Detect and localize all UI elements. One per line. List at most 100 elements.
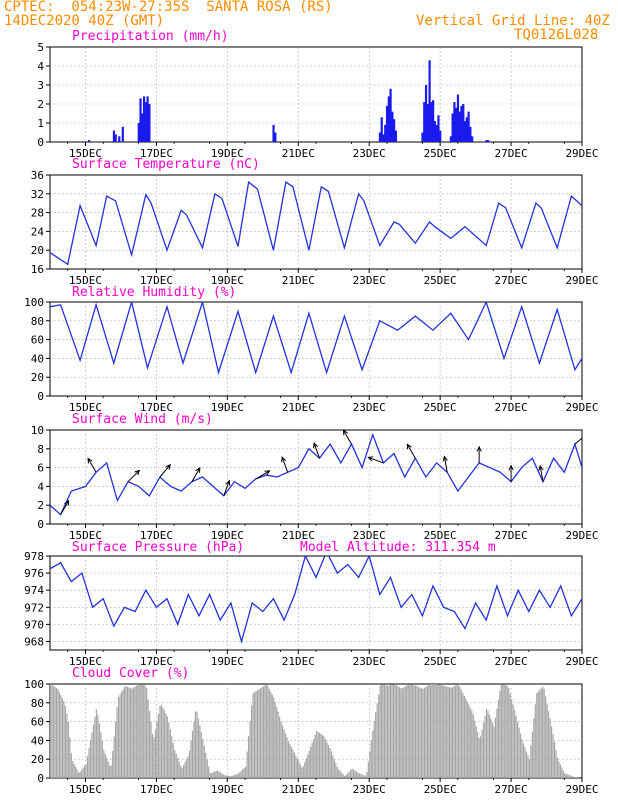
cloud-bar [316, 731, 318, 778]
wind-arrow-head [582, 434, 587, 439]
cloud-bar [116, 706, 118, 778]
x-tick-label: 17DEC [140, 147, 173, 160]
cloud-bar [347, 773, 349, 778]
cloud-bar [484, 715, 486, 778]
y-tick-label: 4 [37, 60, 44, 73]
precip-bar [433, 121, 437, 142]
cloud-bar [443, 685, 445, 778]
cloud-bar [54, 686, 56, 778]
cloud-bar [290, 746, 293, 778]
wind-arrow-shaft [406, 444, 416, 459]
cloud-bar [456, 684, 458, 778]
cloud-bar [519, 733, 522, 778]
cloud-bar [258, 689, 260, 778]
cloud-bar [150, 722, 152, 778]
cloud-bar [146, 688, 148, 778]
cloud-bar [530, 745, 532, 778]
precip-bar [274, 132, 277, 142]
cloud-bar [477, 732, 479, 778]
x-tick-label: 19DEC [211, 274, 244, 287]
plot-area [88, 60, 490, 142]
cloud-bar [338, 769, 340, 778]
cloud-bar [561, 767, 563, 778]
cloud-bar [175, 753, 177, 778]
panel-3: 0 20 40 60 80 100 15DEC 17DEC 19DEC 21DEC 23DEC 25D… [24, 285, 598, 414]
cloud-bar [549, 718, 551, 778]
cloud-bar [143, 685, 145, 778]
cloud-bar [339, 771, 341, 778]
cloud-bar [360, 774, 362, 778]
cloud-bar [397, 686, 399, 778]
cloud-bar [363, 775, 365, 778]
cloud-bar [261, 687, 263, 778]
y-tick-label: 24 [31, 225, 45, 238]
y-tick-label: 28 [31, 207, 44, 220]
cloud-bar [518, 727, 520, 778]
cloud-bar [469, 707, 471, 778]
wind-arrow-shaft [574, 437, 582, 445]
wind-arrow-shaft [159, 464, 171, 478]
cloud-bar [378, 694, 380, 778]
precip-bar [272, 124, 275, 142]
cloud-bar [237, 773, 239, 778]
x-tick-label: 17DEC [140, 274, 173, 287]
precip-bar [141, 113, 144, 142]
precip-bar [467, 111, 470, 142]
y-tick-label: 60 [31, 716, 44, 729]
cloud-bar [556, 757, 559, 778]
cloud-bar [534, 704, 536, 778]
cloud-bar [383, 685, 386, 778]
panel-title: Relative Humidity (%) [72, 285, 236, 300]
cloud-bar [446, 686, 448, 778]
x-tick-label: 25DEC [424, 529, 457, 542]
cloud-bar [543, 688, 545, 778]
cloud-bar [61, 698, 64, 778]
cloud-bar [171, 736, 173, 778]
y-tick-label: 2 [37, 98, 44, 111]
x-tick-label: 17DEC [140, 783, 173, 796]
cloud-bar [95, 709, 98, 778]
cloud-bar [369, 751, 371, 778]
precip-bar [428, 60, 431, 142]
cloud-bar [100, 732, 102, 778]
cloud-bar [558, 761, 560, 778]
cloud-bar [497, 699, 499, 778]
cloud-bar [196, 711, 198, 778]
cloud-bar [270, 691, 272, 778]
panel-subtitle: Model Altitude: 311.354 m [300, 540, 496, 555]
cloud-bar [165, 713, 167, 778]
panel-6: 0 20 40 60 80 100 15DEC 17DEC 19DEC 21DEC 23DEC 25D… [24, 666, 598, 796]
x-tick-label: 29DEC [565, 655, 598, 668]
cloud-bar [163, 710, 165, 778]
x-tick-label: 27DEC [495, 147, 528, 160]
cloud-bar [112, 750, 114, 778]
y-tick-label: 10 [31, 424, 44, 437]
cloud-bar [355, 771, 358, 778]
x-tick-label: 29DEC [565, 401, 598, 414]
wind-arrow-shaft [343, 430, 352, 445]
cloud-bar [499, 691, 501, 778]
cloud-bar [509, 693, 511, 778]
panel-title: Surface Wind (m/s) [72, 412, 213, 427]
station-header: CPTEC: 054:23W-27:35S SANTA ROSA (RS) [4, 0, 333, 15]
cloud-bar [420, 688, 423, 778]
cloud-bar [568, 775, 570, 778]
wind-arrow-shaft [539, 465, 544, 482]
cloud-bar [203, 745, 205, 778]
wind-arrow-head [313, 442, 319, 449]
cloud-bar [274, 702, 276, 778]
cloud-bar [562, 770, 564, 778]
y-tick-label: 970 [24, 618, 44, 631]
x-tick-label: 29DEC [565, 529, 598, 542]
cloud-bar [104, 753, 106, 778]
precip-bar [449, 136, 452, 142]
cloud-bar [117, 697, 120, 778]
plot-area [50, 180, 582, 266]
wind-arrow-shaft [223, 480, 230, 496]
cloud-bar [292, 749, 294, 778]
cloud-bar [451, 687, 454, 778]
cloud-bar [482, 722, 485, 778]
cloud-bar [511, 699, 513, 778]
cloud-bar [552, 734, 554, 778]
